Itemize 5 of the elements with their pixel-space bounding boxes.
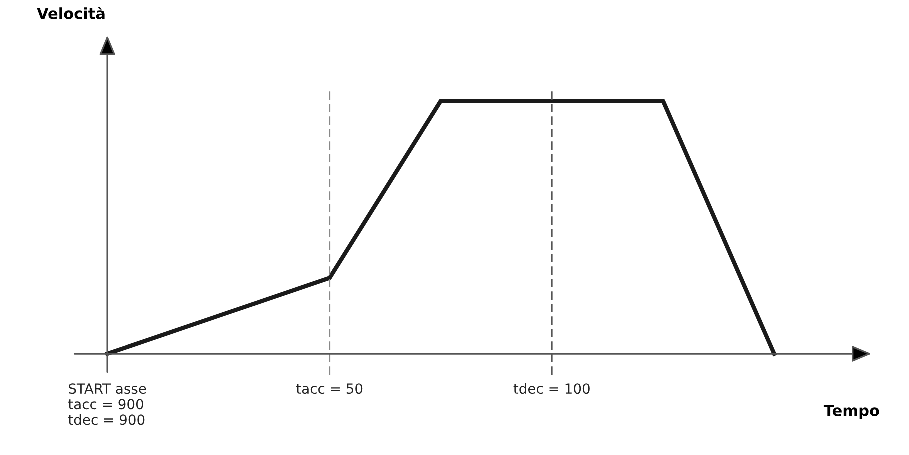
x-tick-label: START asse tacc = 900 tdec = 900 [68,384,146,426]
x-tick-label: tacc = 50 [296,384,363,394]
x-tick-label: tdec = 100 [514,383,590,394]
x-axis-title: Tempo [824,405,880,420]
text: Velocità [37,6,105,20]
